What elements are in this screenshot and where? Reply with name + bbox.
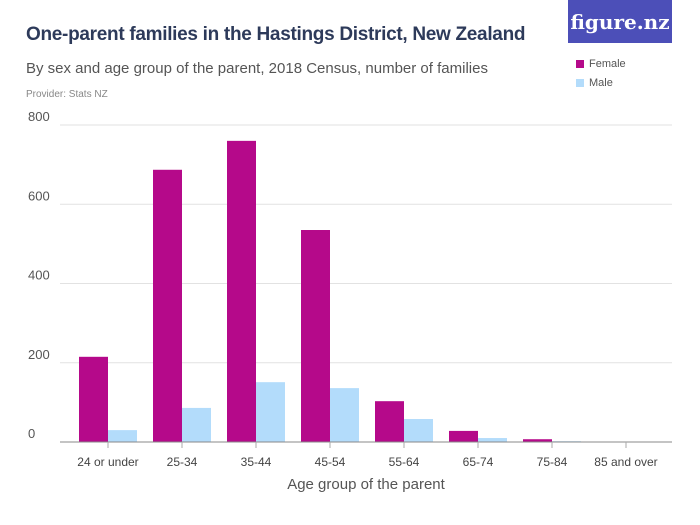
x-tick-label: 45-54 — [315, 455, 346, 469]
bar-female — [301, 230, 330, 442]
legend-male: Male — [576, 77, 613, 89]
x-axis-title: Age group of the parent — [287, 476, 445, 493]
y-tick-label: 600 — [28, 188, 50, 203]
x-tick-label: 35-44 — [241, 455, 272, 469]
provider-label: Provider: Stats NZ — [26, 89, 108, 100]
legend-swatch-female — [576, 60, 584, 68]
bar-male — [182, 407, 211, 442]
bar-female — [227, 140, 256, 442]
bar-male — [330, 388, 359, 442]
x-tick-label: 65-74 — [463, 455, 494, 469]
legend-swatch-male — [576, 79, 584, 87]
legend-label: Male — [589, 77, 613, 89]
figure-nz-logo[interactable]: figure.nz — [568, 0, 672, 43]
bar-female — [153, 169, 182, 442]
bar-female — [79, 356, 108, 442]
y-tick-label: 400 — [28, 268, 50, 283]
bar-male — [478, 438, 507, 442]
x-tick-label: 85 and over — [594, 455, 657, 469]
bar-male — [404, 419, 433, 442]
y-tick-label: 0 — [28, 426, 35, 441]
x-tick-label: 55-64 — [389, 455, 420, 469]
x-tick-label: 24 or under — [77, 455, 138, 469]
x-tick-label: 75-84 — [537, 455, 568, 469]
legend-female: Female — [576, 58, 626, 70]
bar-female — [523, 439, 552, 442]
bar-female — [375, 401, 404, 442]
y-tick-label: 800 — [28, 109, 50, 124]
legend-label: Female — [589, 58, 626, 70]
y-tick-label: 200 — [28, 347, 50, 362]
chart-title: One-parent families in the Hastings Dist… — [26, 24, 526, 45]
bar-male — [256, 382, 285, 442]
x-tick-label: 25-34 — [167, 455, 198, 469]
chart-subtitle: By sex and age group of the parent, 2018… — [26, 60, 488, 77]
bar-male — [108, 430, 137, 442]
bar-female — [449, 430, 478, 442]
